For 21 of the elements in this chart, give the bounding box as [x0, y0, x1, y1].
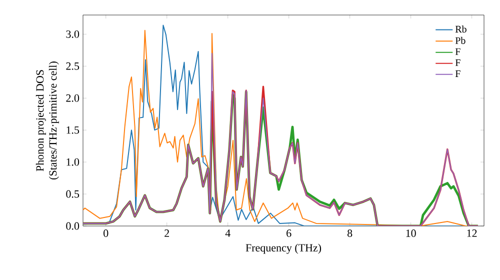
y-tick-label: 3.0: [66, 30, 80, 38]
legend-label: Rb: [455, 26, 466, 33]
y-tick-label: 1.0: [66, 158, 80, 166]
x-tick-label: 8: [348, 230, 352, 237]
x-tick-label: 4: [225, 230, 230, 237]
legend-label: F: [455, 70, 460, 77]
x-tick-label: 10: [406, 230, 416, 237]
x-tick-label: 12: [467, 230, 477, 237]
y-tick-label: 0.5: [66, 190, 80, 198]
legend-label: F: [455, 48, 460, 55]
x-axis-title: Frequency (THz): [246, 244, 322, 254]
x-tick-label: 2: [164, 230, 169, 237]
y-tick-label: 0.0: [66, 222, 80, 230]
y-tick-label: 2.5: [66, 62, 80, 70]
x-tick-label: 6: [286, 230, 292, 237]
y-tick-label: 1.5: [66, 126, 80, 134]
y-tick-label: 2.0: [66, 94, 80, 102]
legend-label: F: [455, 59, 460, 66]
y-axis-title: Phonon projected DOS (States/THz·primitive cell): [36, 62, 59, 180]
x-tick-label: 0: [104, 230, 108, 237]
legend-label: Pb: [455, 36, 466, 44]
